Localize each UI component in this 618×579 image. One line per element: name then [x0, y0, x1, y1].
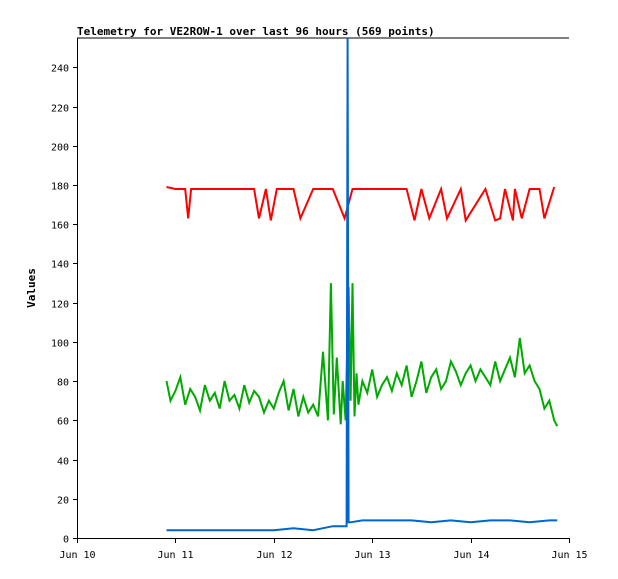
y-tick-label: 40 — [57, 457, 69, 468]
y-tick-label: 80 — [57, 378, 69, 389]
x-tick-label: Jun 10 — [59, 550, 95, 561]
y-tick-label: 180 — [51, 182, 69, 193]
y-tick-label: 60 — [57, 417, 69, 428]
x-ticks: Jun 10 Jun 11 Jun 12 Jun 13 Jun 14 Jun 15 — [59, 538, 588, 561]
y-tick-label: 200 — [51, 143, 69, 154]
y-tick-label: 220 — [51, 104, 69, 115]
y-axis-label: Values — [25, 268, 38, 308]
series-line-2 — [166, 37, 558, 532]
y-tick-label: 160 — [51, 221, 69, 232]
chart-title: Telemetry for VE2ROW-1 over last 96 hour… — [77, 25, 435, 38]
y-tick-label: 140 — [51, 260, 69, 271]
series-line-1 — [165, 283, 559, 427]
y-tick-label: 100 — [51, 339, 69, 350]
series-line-0 — [166, 185, 556, 224]
x-tick-label: Jun 15 — [551, 550, 587, 561]
x-tick-label: Jun 13 — [354, 550, 390, 561]
y-ticks: 0 20 40 60 80 100 120 140 160 180 200 220 240 — [51, 64, 77, 546]
x-tick-label: Jun 11 — [157, 550, 193, 561]
y-tick-label: 20 — [57, 496, 69, 507]
series-layer — [165, 37, 559, 532]
x-tick-label: Jun 12 — [256, 550, 292, 561]
x-tick-label: Jun 14 — [453, 550, 489, 561]
y-tick-label: 240 — [51, 64, 69, 75]
y-tick-label: 0 — [63, 535, 69, 546]
y-tick-label: 120 — [51, 300, 69, 311]
